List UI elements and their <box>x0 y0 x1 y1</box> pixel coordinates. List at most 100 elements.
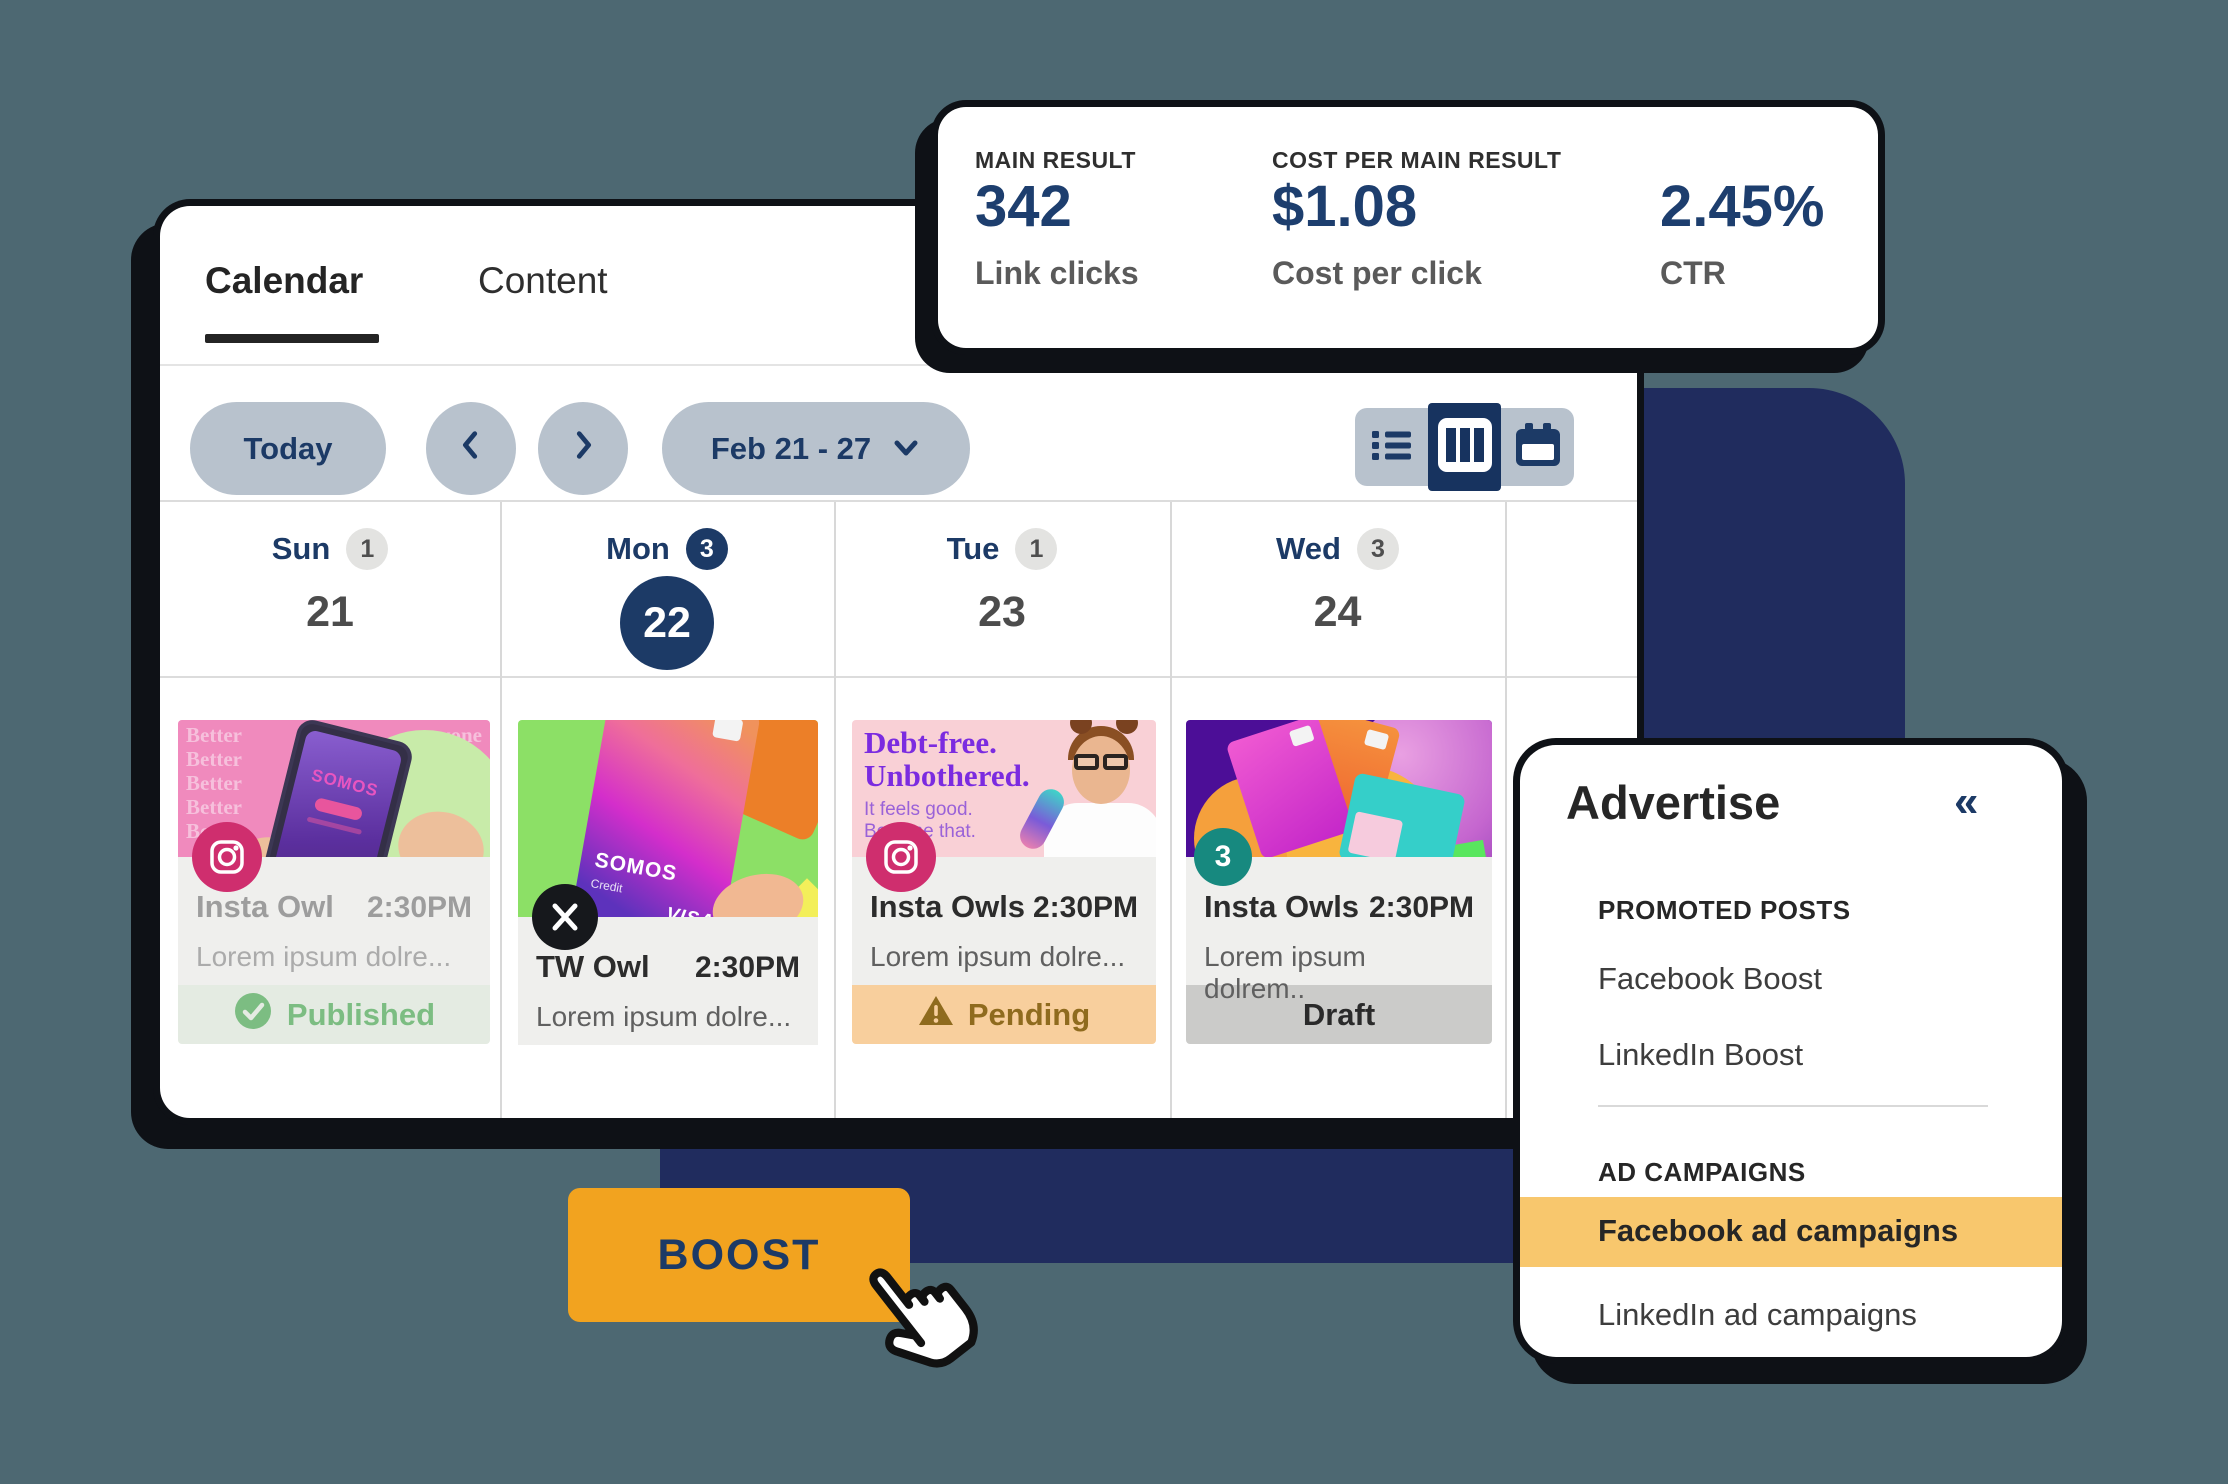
post-description: Lorem ipsum dolrem.. <box>1204 941 1366 1004</box>
menu-item-linkedin-ad-campaigns[interactable]: LinkedIn ad campaigns <box>1598 1297 1917 1332</box>
post-title: Insta Owls <box>870 889 1026 924</box>
post-title: Insta Owls <box>1204 889 1360 924</box>
post-body: Insta Owl 2:30PM Lorem ipsum dolre... <box>178 857 490 985</box>
menu-item-facebook-ad-campaigns-selected[interactable]: Facebook ad campaigns <box>1520 1197 2062 1267</box>
status-badge-published: Published <box>178 985 490 1044</box>
calendar-view-button[interactable] <box>1501 408 1574 486</box>
section-divider <box>1598 1105 1988 1107</box>
chevron-right-icon <box>566 428 600 470</box>
post-count-badge: 1 <box>346 528 389 570</box>
view-toggle-group <box>1355 403 1574 491</box>
selected-day-date: 22 <box>620 576 714 670</box>
post-count-badge: 1 <box>1015 528 1058 570</box>
post-count-badge: 3 <box>685 528 728 570</box>
post-card-pending[interactable]: Debt-free.Unbothered. It feels good.Beco… <box>852 720 1156 1044</box>
planner-card: Calendar Content Today Feb 21 - 27 <box>160 206 1637 1118</box>
column-divider <box>1505 502 1507 1118</box>
check-circle-icon <box>233 991 273 1039</box>
metric-sublabel: CTR <box>1660 255 1726 291</box>
x-twitter-icon <box>532 884 598 950</box>
status-label: Published <box>286 996 436 1032</box>
menu-item-facebook-boost[interactable]: Facebook Boost <box>1598 961 1823 996</box>
metric-value: $1.08 <box>1272 174 1418 239</box>
post-card-published[interactable]: Better everyone Better everyone Better ever… <box>178 720 490 1044</box>
day-name: Wed <box>1276 531 1341 566</box>
hand-cursor-icon <box>842 1246 1000 1396</box>
day-header-mon-selected[interactable]: Mon 3 22 <box>500 514 834 674</box>
date-range-dropdown[interactable]: Feb 21 - 27 <box>662 402 970 495</box>
menu-item-label: Facebook ad campaigns <box>1598 1213 1959 1248</box>
column-divider <box>1170 502 1172 1118</box>
chevron-left-icon <box>454 428 488 470</box>
post-thumbnail: Better everyone Better everyone Better ever… <box>178 720 490 857</box>
post-title: TW Owl <box>536 949 650 984</box>
status-label: Draft <box>1302 996 1376 1032</box>
boost-button[interactable]: BOOST <box>568 1188 910 1322</box>
advertise-panel: Advertise « PROMOTED POSTS Facebook Boos… <box>1520 745 2062 1357</box>
post-card-scheduled[interactable]: SOMOS Credit VISA TW Owl 2:30PM Lorem ip… <box>518 720 818 1045</box>
next-week-button[interactable] <box>538 402 628 495</box>
day-name: Tue <box>946 531 1000 566</box>
columns-view-button[interactable] <box>1428 403 1501 491</box>
post-time: 2:30PM <box>366 891 472 924</box>
hand-graphic <box>391 803 490 857</box>
metric-value: 342 <box>975 174 1072 239</box>
post-card-draft[interactable]: 3 Insta Owls 2:30PM Lorem ipsum dolrem..… <box>1186 720 1492 1044</box>
menu-item-linkedin-boost[interactable]: LinkedIn Boost <box>1598 1037 1804 1072</box>
status-label: Pending <box>967 996 1091 1032</box>
instagram-icon <box>866 822 936 892</box>
prev-week-button[interactable] <box>426 402 516 495</box>
day-date: 24 <box>1313 588 1362 636</box>
metric-value: 2.45% <box>1660 174 1825 239</box>
columns-view-icon <box>1437 417 1492 477</box>
phone-graphic: SOMOS <box>250 720 416 857</box>
day-header-divider <box>160 676 1637 678</box>
post-count-badge: 3 <box>1194 828 1252 886</box>
day-date: 23 <box>978 588 1026 636</box>
post-time: 2:30PM <box>1368 891 1474 924</box>
day-name: Sun <box>271 531 331 566</box>
promoted-posts-header: PROMOTED POSTS <box>1598 895 1851 925</box>
metric-label: MAIN RESULT <box>975 147 1136 173</box>
list-view-icon <box>1370 424 1414 471</box>
post-count-badge: 3 <box>1356 528 1399 570</box>
calendar-view-icon <box>1514 421 1562 474</box>
planner-header: Calendar Content <box>160 206 1637 366</box>
day-date: 21 <box>306 588 354 636</box>
metric-label: COST PER MAIN RESULT <box>1272 147 1562 173</box>
post-title: Insta Owl <box>196 889 334 924</box>
day-header-wed[interactable]: Wed 3 24 <box>1170 514 1505 674</box>
woman-graphic <box>1015 720 1156 857</box>
metrics-card: MAIN RESULT 342 Link clicks COST PER MAI… <box>938 107 1878 348</box>
tab-calendar[interactable]: Calendar <box>205 260 364 301</box>
post-time: 2:30PM <box>694 951 800 984</box>
instagram-icon <box>192 822 262 892</box>
chevron-down-icon <box>891 431 921 467</box>
ad-campaigns-header: AD CAMPAIGNS <box>1598 1157 1806 1187</box>
metric-sublabel: Link clicks <box>975 255 1139 291</box>
warning-triangle-icon <box>918 994 954 1036</box>
advertise-title: Advertise <box>1566 776 1781 829</box>
post-description: Lorem ipsum dolre... <box>196 941 452 972</box>
tab-content[interactable]: Content <box>478 260 608 301</box>
status-badge-draft: Draft <box>1186 985 1492 1044</box>
day-name: Mon <box>606 531 670 566</box>
toolbar-divider <box>160 500 1637 502</box>
active-tab-underline <box>205 334 379 343</box>
today-button[interactable]: Today <box>190 402 386 495</box>
list-view-button[interactable] <box>1355 408 1428 486</box>
day-header-tue[interactable]: Tue 1 23 <box>834 514 1170 674</box>
status-badge-pending: Pending <box>852 985 1156 1044</box>
post-thumbnail: Debt-free.Unbothered. It feels good.Beco… <box>852 720 1156 857</box>
day-header-sun[interactable]: Sun 1 21 <box>160 514 500 674</box>
collapse-panel-icon[interactable]: « <box>1954 777 1979 826</box>
post-description: Lorem ipsum dolre... <box>536 1001 792 1032</box>
post-time: 2:30PM <box>1032 891 1138 924</box>
post-thumbnail <box>1186 720 1492 857</box>
column-divider <box>500 502 502 1118</box>
date-range-label: Feb 21 - 27 <box>710 430 872 466</box>
post-body: Insta Owls 2:30PM Lorem ipsum dolrem.. <box>1186 857 1492 1004</box>
metric-sublabel: Cost per click <box>1272 255 1482 291</box>
post-description: Lorem ipsum dolre... <box>870 941 1126 972</box>
